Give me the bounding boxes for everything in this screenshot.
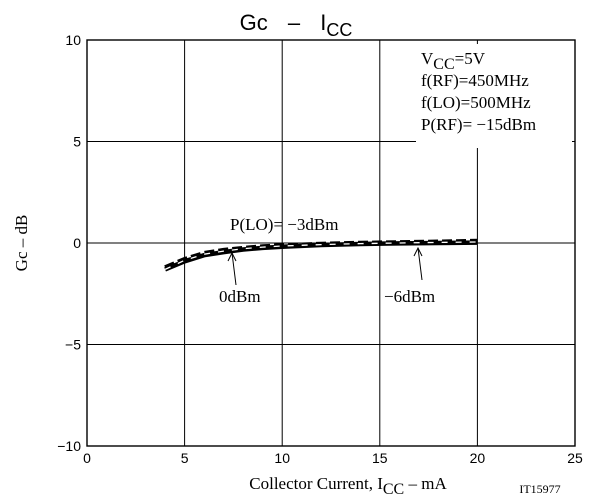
- arrow-minus6dbm-head: [413, 246, 423, 257]
- y-tick-label: −5: [65, 337, 81, 353]
- x-axis-label: Collector Current, ICC – mA: [249, 474, 447, 498]
- title-dash: –: [288, 10, 301, 35]
- y-tick-label: −10: [57, 438, 81, 454]
- x-tick-labels: 0 5 10 15 20 25: [83, 450, 583, 466]
- x-tick-label: 0: [83, 450, 91, 466]
- y-tick-label: 0: [73, 235, 81, 251]
- chart-title: Gc – ICC: [240, 10, 353, 40]
- condition-line: VCC=5V: [421, 49, 486, 73]
- annotation-minus6dbm: −6dBm: [384, 287, 435, 306]
- condition-line: f(RF)=450MHz: [421, 71, 529, 90]
- plot-frame: [86, 39, 576, 447]
- x-tick-label: 10: [274, 450, 290, 466]
- x-axis-label-pre: Collector Current, I: [249, 474, 383, 493]
- conditions-block: VCC=5Vf(RF)=450MHz f(LO)=500MHz P(RF)= −15…: [421, 49, 536, 134]
- x-axis-label-post: – mA: [404, 474, 447, 493]
- x-tick-label: 25: [567, 450, 583, 466]
- condition-line: f(LO)=500MHz: [421, 93, 531, 112]
- y-tick-label: 10: [65, 32, 81, 48]
- annotation-arrows: [227, 246, 423, 286]
- series-line-minus6dbm: [164, 238, 478, 270]
- condition-line: P(RF)= −15dBm: [421, 115, 536, 134]
- figure-code: IT15977: [519, 482, 560, 496]
- title-var: I: [320, 10, 326, 35]
- series-line-0dbm: [164, 240, 478, 272]
- arrow-0dbm: [231, 252, 237, 286]
- y-tick-label: 5: [73, 134, 81, 150]
- annotation-plo-minus3: P(LO)= −3dBm: [230, 215, 338, 234]
- y-axis-label: Gc – dB: [12, 215, 31, 272]
- title-main: Gc: [240, 10, 268, 35]
- conditions-box: [416, 44, 572, 148]
- arrow-minus6dbm: [417, 247, 423, 281]
- x-axis-label-sub: CC: [383, 481, 404, 498]
- arrow-0dbm-head: [227, 251, 237, 262]
- x-tick-label: 5: [181, 450, 189, 466]
- x-tick-label: 20: [470, 450, 486, 466]
- title-sub: CC: [326, 20, 352, 40]
- y-tick-labels: 10 5 0 −5 −10: [57, 32, 81, 454]
- annotation-0dbm: 0dBm: [219, 287, 261, 306]
- x-tick-label: 15: [372, 450, 388, 466]
- series-group: [164, 238, 478, 272]
